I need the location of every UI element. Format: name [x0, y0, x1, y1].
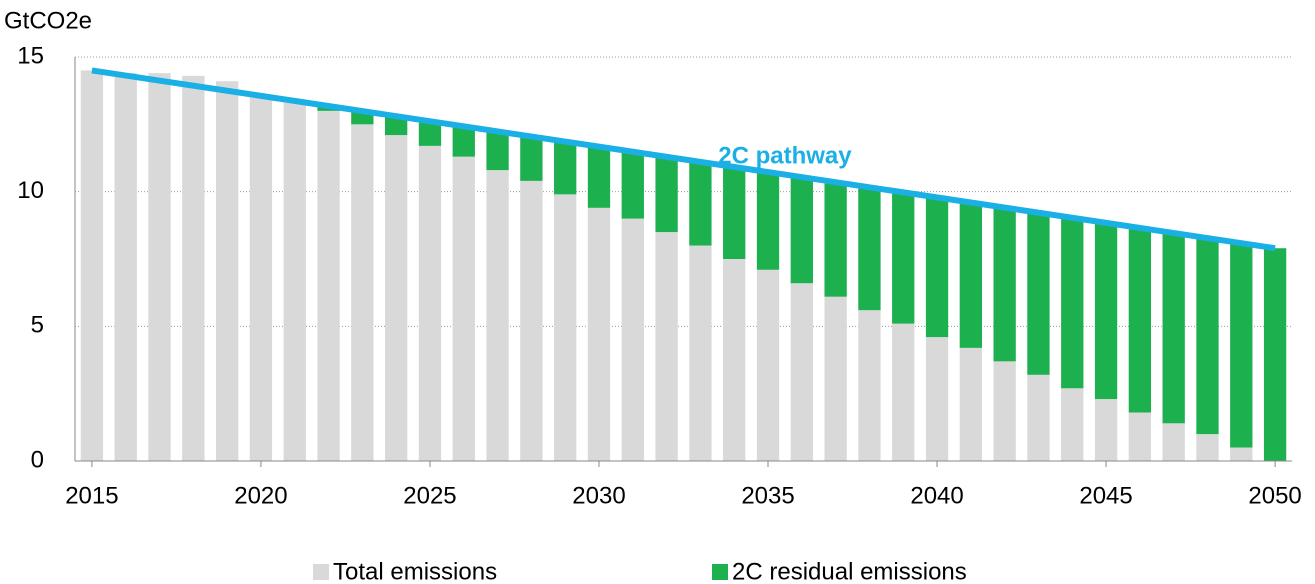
- bar-segment: [418, 145, 442, 461]
- bar-segment: [1162, 232, 1185, 424]
- bar-segment: [892, 323, 915, 461]
- bar-segment: [892, 191, 915, 324]
- bar-segment: [858, 186, 881, 311]
- legend-swatch: [712, 564, 728, 580]
- bar-segment: [215, 81, 239, 462]
- bar-segment: [80, 70, 104, 461]
- bar-segment: [418, 121, 442, 146]
- bar-segment: [824, 183, 847, 297]
- bar-segment: [384, 116, 408, 136]
- bar-segment: [554, 140, 577, 195]
- bar-segment: [384, 135, 408, 461]
- legend-label: Total emissions: [333, 558, 497, 584]
- x-tick-label: 2025: [403, 482, 456, 509]
- bar-segment: [858, 310, 881, 461]
- bar-segment: [790, 178, 813, 284]
- x-tick-label: 2045: [1079, 482, 1132, 509]
- bar-segment: [486, 170, 509, 461]
- bar-segment: [351, 124, 374, 461]
- bar-segment: [959, 202, 983, 348]
- bar-segment: [1162, 423, 1185, 461]
- bar-segment: [452, 156, 475, 462]
- bar-segment: [182, 75, 205, 461]
- bar-segment: [587, 145, 611, 208]
- bar-segment: [1094, 223, 1118, 400]
- x-tick-label: 2030: [572, 482, 625, 509]
- pathway-line: [91, 67, 1276, 252]
- bar-segment: [587, 207, 611, 461]
- annotation: 2C pathway: [718, 142, 852, 169]
- bar-segment: [655, 232, 678, 461]
- bar-segment: [1094, 399, 1118, 461]
- bar-segment: [925, 197, 949, 338]
- bar-segment: [1027, 374, 1050, 461]
- bar-segment: [1196, 434, 1219, 461]
- bar-segment: [114, 73, 137, 461]
- bar-segment: [993, 207, 1016, 362]
- bar-segment: [790, 283, 813, 461]
- bar-segment: [283, 102, 306, 461]
- legend-swatch: [313, 564, 329, 580]
- legend-label: 2C residual emissions: [732, 558, 967, 584]
- bar-segment: [1027, 213, 1050, 375]
- bar-segment: [756, 172, 780, 270]
- bar-segment: [689, 162, 712, 246]
- bar-segment: [486, 132, 509, 171]
- y-tick-label: 0: [31, 446, 44, 473]
- x-tick-label: 2015: [65, 482, 118, 509]
- bar-segment: [1196, 237, 1219, 435]
- bar-segment: [1061, 218, 1084, 389]
- bar-segment: [554, 194, 577, 462]
- bar-segment: [689, 245, 712, 461]
- bar-segment: [1230, 447, 1253, 461]
- bar-segment: [621, 151, 644, 219]
- x-tick-label: 2050: [1248, 482, 1301, 509]
- bar-segment: [959, 347, 983, 461]
- x-tick-label: 2035: [741, 482, 794, 509]
- x-tick-label: 2020: [234, 482, 287, 509]
- bar-segment: [621, 218, 644, 461]
- bar-segment: [1230, 242, 1253, 448]
- bar-segment: [655, 156, 678, 233]
- y-tick-label: 10: [17, 177, 44, 204]
- bar-segment: [1061, 388, 1084, 461]
- y-axis-label: GtCO2e: [4, 7, 92, 34]
- y-tick-label: 15: [17, 42, 44, 69]
- bar-segment: [520, 180, 543, 462]
- bar-segment: [925, 337, 949, 461]
- bar-segment: [756, 269, 780, 461]
- bar-segment: [1128, 412, 1152, 461]
- bar-segment: [249, 94, 273, 461]
- bar-segment: [520, 135, 543, 181]
- bar-segment: [148, 73, 171, 461]
- bar-segment: [993, 361, 1016, 461]
- bar-segment: [723, 167, 746, 259]
- bar-segment: [723, 259, 746, 461]
- bar-segment: [1263, 248, 1287, 461]
- bar-segment: [317, 110, 340, 461]
- bar-segment: [1128, 229, 1152, 413]
- x-tick-label: 2040: [910, 482, 963, 509]
- y-tick-label: 5: [31, 312, 44, 339]
- bar-segment: [824, 296, 847, 461]
- bar-segment: [452, 127, 475, 157]
